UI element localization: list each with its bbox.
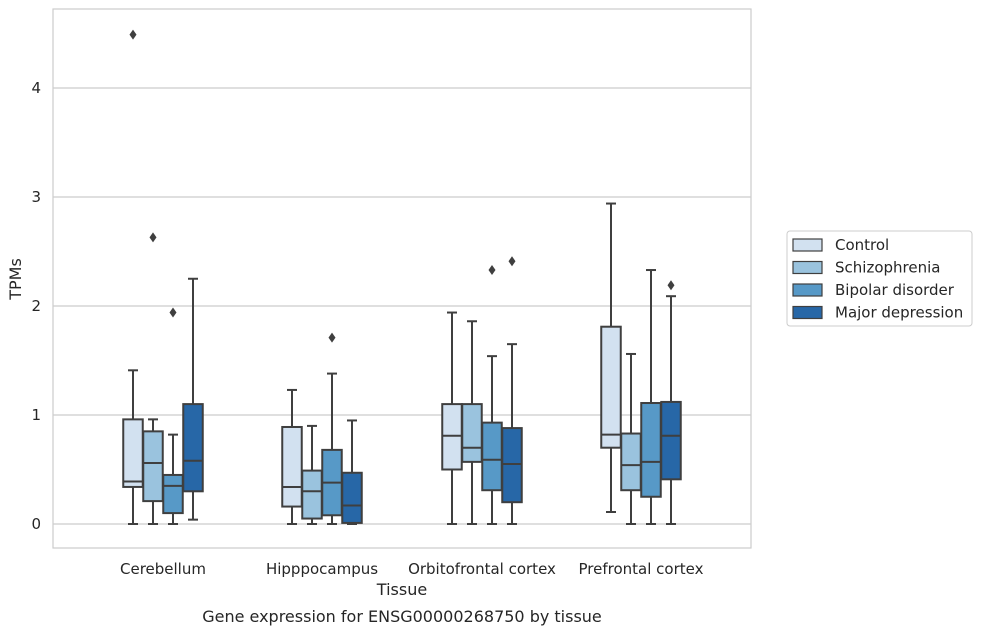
box-1-0	[142, 232, 164, 525]
box-body	[640, 402, 662, 498]
legend-label: Control	[835, 236, 889, 254]
box-body	[660, 400, 682, 481]
legend-frame	[786, 230, 973, 327]
box-3-0	[182, 277, 204, 521]
y-tick-label: 2	[31, 297, 41, 315]
outlier-point	[488, 265, 496, 276]
x-tick-label: Hipppocampus	[266, 560, 378, 578]
box-body	[301, 469, 323, 520]
box-2-0	[162, 307, 184, 525]
legend-swatch	[792, 260, 823, 275]
box-body	[501, 427, 523, 504]
y-tick-label: 3	[31, 188, 41, 206]
y-tick-label: 1	[31, 406, 41, 424]
box-groups	[122, 29, 682, 525]
legend-swatch	[792, 283, 823, 297]
box-body	[162, 473, 184, 515]
plot-frame	[52, 8, 752, 549]
x-tick-label: Prefrontal cortex	[579, 560, 704, 578]
legend-swatch	[792, 305, 823, 320]
box-body	[600, 325, 622, 449]
box-1-2	[461, 320, 483, 525]
box-body	[341, 471, 363, 524]
outlier-point	[328, 332, 336, 343]
outlier-point	[149, 232, 157, 243]
outlier-point	[169, 307, 177, 318]
x-axis: Cerebellum Hipppocampus Orbitofrontal cort…	[120, 560, 704, 578]
y-tick-label: 0	[31, 515, 41, 533]
box-body	[620, 432, 642, 492]
box-body	[281, 425, 303, 508]
outlier-point	[508, 256, 516, 267]
box-body	[481, 421, 503, 492]
box-body	[142, 430, 164, 503]
y-tick-label: 4	[31, 79, 41, 97]
box-0-2	[441, 311, 463, 525]
box-0-1	[281, 388, 303, 525]
legend-swatch	[792, 238, 823, 252]
box-body	[461, 403, 483, 463]
outlier-point	[667, 280, 675, 291]
x-tick-label: Cerebellum	[120, 560, 206, 578]
box-body	[182, 403, 204, 493]
box-body	[441, 403, 463, 471]
x-axis-label: Tissue	[376, 580, 427, 599]
box-1-3	[620, 352, 642, 525]
box-body	[122, 418, 144, 488]
box-2-2	[481, 265, 503, 525]
legend-label: Schizophrenia	[835, 259, 940, 277]
box-3-2	[501, 256, 523, 525]
box-3-1	[341, 419, 363, 525]
y-axis-label: TPMs	[6, 258, 25, 301]
legend-label: Bipolar disorder	[835, 281, 955, 299]
outlier-point	[129, 29, 137, 40]
box-3-3	[660, 280, 682, 525]
box-0-3	[600, 202, 622, 514]
box-2-3	[640, 269, 662, 525]
box-2-1	[321, 332, 343, 525]
legend: Control Schizophrenia Bipolar disorder Majo…	[786, 230, 973, 327]
y-axis: 0 1 2 3 4	[31, 79, 41, 533]
box-0-0	[122, 29, 144, 525]
chart-caption: Gene expression for ENSG00000268750 by t…	[202, 607, 602, 626]
x-tick-label: Orbitofrontal cortex	[408, 560, 556, 578]
legend-label: Major depression	[835, 304, 963, 322]
